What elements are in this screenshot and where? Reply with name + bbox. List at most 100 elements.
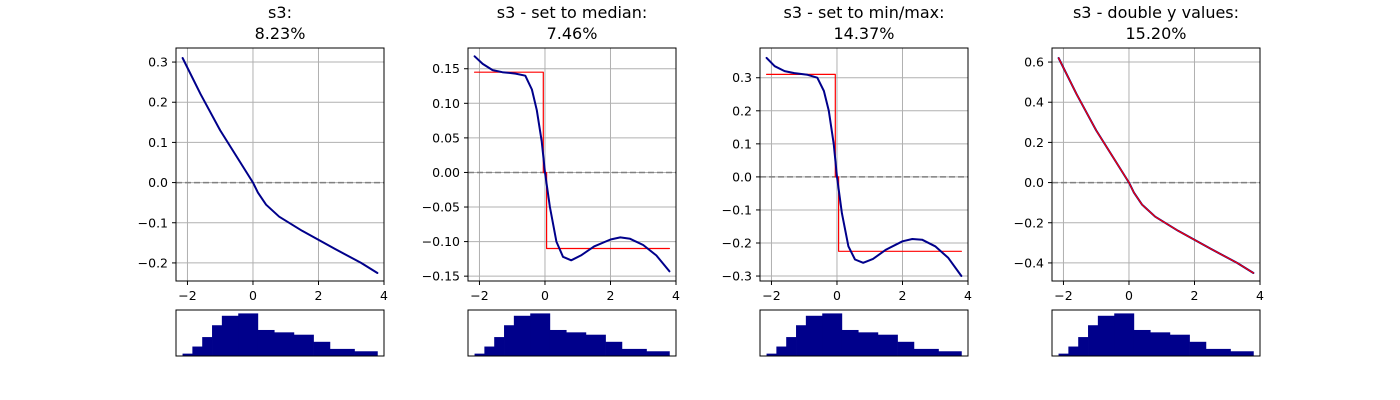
histogram-bar [1068, 346, 1079, 356]
histogram-bar [1169, 334, 1190, 356]
histogram-bar [877, 334, 898, 356]
chart-title-line: s3 - set to median: [497, 3, 648, 22]
histogram-bar [494, 337, 505, 356]
chart-title-line: 8.23% [255, 24, 306, 43]
y-tick-label: 0.3 [148, 55, 168, 70]
histogram-bar [530, 313, 551, 356]
y-tick-label: 0.2 [732, 103, 752, 118]
y-tick-label: −0.2 [1014, 215, 1044, 230]
histogram-bar [1205, 348, 1231, 356]
histogram-bar [913, 348, 939, 356]
x-tick-label: 0 [541, 288, 549, 303]
histogram-bar [566, 332, 587, 356]
y-tick-label: 0.15 [432, 61, 460, 76]
histogram-frame [175, 309, 385, 357]
chart-title-line: 7.46% [547, 24, 598, 43]
histogram-bar [1058, 353, 1069, 356]
x-tick-label: 4 [672, 288, 680, 303]
histogram-bar [841, 329, 859, 356]
series-line-red [1057, 57, 1255, 274]
histogram-bar [257, 329, 275, 356]
x-tick-label: −2 [470, 288, 488, 303]
histogram-bar [354, 351, 378, 356]
y-tick-label: −0.1 [138, 215, 168, 230]
histogram-bar [1114, 313, 1135, 356]
axes-frame [1051, 47, 1261, 282]
histogram-bar [513, 315, 531, 356]
histogram-bar [238, 313, 259, 356]
histogram-bar [192, 346, 203, 356]
y-tick-label: 0.00 [432, 165, 460, 180]
x-tick-label: 2 [607, 288, 615, 303]
x-tick-label: 0 [833, 288, 841, 303]
histogram-bar [182, 353, 193, 356]
x-tick-label: 4 [1256, 288, 1264, 303]
y-tick-label: 0.2 [1024, 135, 1044, 150]
y-tick-label: 0.05 [432, 130, 460, 145]
histogram-bar [805, 315, 823, 356]
histogram-bar [858, 332, 879, 356]
histogram-bar [202, 337, 213, 356]
series-line-curve [1057, 57, 1255, 274]
chart-title-line: 15.20% [1125, 24, 1186, 43]
x-tick-label: −2 [1054, 288, 1072, 303]
histogram-bar [1189, 341, 1207, 356]
y-tick-label: −0.15 [422, 269, 460, 284]
x-tick-label: 2 [1191, 288, 1199, 303]
histogram-bar [484, 346, 495, 356]
histogram-bar [585, 334, 606, 356]
y-tick-label: 0.0 [1024, 175, 1044, 190]
histogram-bar [1230, 351, 1254, 356]
x-tick-label: −2 [178, 288, 196, 303]
x-tick-label: −2 [762, 288, 780, 303]
axes-frame [467, 47, 677, 282]
histogram-bar [221, 315, 239, 356]
chart-title-line: s3: [268, 3, 292, 22]
y-tick-label: −0.1 [722, 202, 752, 217]
x-tick-label: 0 [249, 288, 257, 303]
panel-s3: s3: 8.23% −2 0 2 4 −0.2 −0.1 0.0 0.1 0.2 0.3 [138, 3, 388, 357]
histogram-frame [759, 309, 969, 357]
histogram-bar [1078, 337, 1089, 356]
histogram-bar [274, 332, 295, 356]
histogram-bar [212, 325, 223, 356]
x-tick-label: 2 [315, 288, 323, 303]
histogram-bar [605, 341, 623, 356]
series-line-curve [181, 57, 379, 274]
x-tick-label: 0 [1125, 288, 1133, 303]
y-tick-label: −0.10 [422, 234, 460, 249]
panel-s3-set-to-min-max: s3 - set to min/max: 14.37% −2 0 2 4 −0.3 −0.2 −… [722, 3, 972, 357]
histogram-bar [549, 329, 567, 356]
chart-title-line: s3 - double y values: [1073, 3, 1239, 22]
histogram-bar [474, 353, 485, 356]
histogram-bar [329, 348, 355, 356]
y-tick-label: −0.4 [1014, 255, 1044, 270]
y-tick-label: −0.05 [422, 200, 460, 215]
axes-frame [759, 47, 969, 282]
histogram-bar [1133, 329, 1151, 356]
histogram-bar [796, 325, 807, 356]
panel-s3-set-to-median: s3 - set to median: 7.46% −2 0 2 4 −0.15 −0.10 −… [422, 3, 680, 357]
histogram-bar [646, 351, 670, 356]
histogram-bar [1150, 332, 1171, 356]
histogram-bar [621, 348, 647, 356]
histogram-bar [822, 313, 843, 356]
y-tick-label: −0.3 [722, 269, 752, 284]
y-tick-label: −0.2 [722, 235, 752, 250]
y-tick-label: 0.0 [148, 175, 168, 190]
y-tick-label: 0.6 [1024, 55, 1044, 70]
x-tick-label: 4 [380, 288, 388, 303]
histogram-frame [1051, 309, 1261, 357]
y-tick-label: −0.2 [138, 255, 168, 270]
x-tick-label: 2 [899, 288, 907, 303]
histogram-bar [897, 341, 915, 356]
chart-title-line: s3 - set to min/max: [784, 3, 945, 22]
series-line-curve [765, 56, 963, 277]
y-tick-label: 0.4 [1024, 95, 1044, 110]
histogram-bar [293, 334, 314, 356]
histogram-bar [786, 337, 797, 356]
chart-title-line: 14.37% [833, 24, 894, 43]
histogram-bar [1097, 315, 1115, 356]
histogram-bar [1088, 325, 1099, 356]
